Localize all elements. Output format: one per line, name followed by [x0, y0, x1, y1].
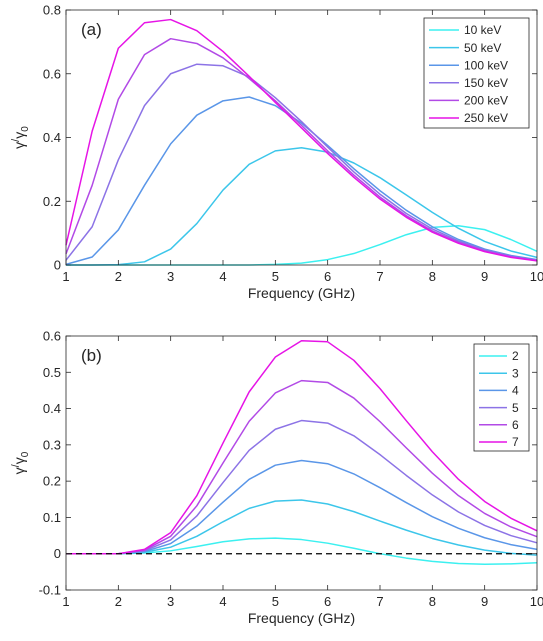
y-axis-label: γ/γ0 [10, 451, 31, 474]
y-tick-label: 0.6 [43, 66, 61, 81]
panel-a: 1 2 3 4 5 6 7 8 9 10 0 0.2 0.4 0.6 0.8 Frequency (GHz) γ… [10, 3, 543, 302]
y-tick-label: 0.3 [43, 437, 61, 452]
series-line-4 [65, 63, 538, 261]
y-axis-label-numerator: γ [11, 142, 27, 149]
y-axis-label-subscript: 0 [20, 451, 31, 457]
y-axis-label-denominator: γ [11, 457, 27, 464]
series-line-6 [65, 18, 538, 262]
y-tick-label: 0.5 [43, 365, 61, 380]
x-tick-label: 10 [530, 594, 543, 609]
series-line-3 [65, 96, 538, 266]
y-axis-label: γ/γ0 [10, 126, 31, 149]
x-tick-label: 8 [429, 269, 436, 284]
y-tick-label: 0.2 [43, 194, 61, 209]
x-tick-label: 3 [167, 594, 174, 609]
x-axis-label: Frequency (GHz) [248, 610, 355, 626]
legend: 10 keV 50 keV 100 keV 150 keV 200 keV 250 keV [423, 17, 530, 129]
legend: 2 3 4 5 6 7 [473, 343, 530, 452]
x-tick-label: 6 [324, 594, 331, 609]
y-axis-label-subscript: 0 [20, 126, 31, 132]
legend-box [423, 17, 530, 129]
x-tick-label: 9 [481, 269, 488, 284]
y-tick-label: 0.4 [43, 130, 61, 145]
y-axis-label-slash: / [10, 138, 22, 142]
legend-box [473, 343, 530, 452]
legend-entry-1: 2 [512, 349, 519, 363]
y-tick-label: 0.8 [43, 3, 61, 18]
y-tick-label: 0.4 [43, 401, 61, 416]
x-tick-label: 7 [376, 269, 383, 284]
y-tick-label: 0.1 [43, 510, 61, 525]
panel-label: (a) [81, 20, 102, 39]
x-tick-label: 1 [62, 594, 69, 609]
x-tick-label: 10 [530, 269, 543, 284]
legend-entry-2: 50 keV [464, 41, 501, 55]
y-tick-label: -0.1 [39, 583, 61, 598]
panel-b: 1 2 3 4 5 6 7 8 9 10 -0.1 0 0.1 0.2 0.3 0.4 0.5 0.6 Freque… [10, 329, 543, 627]
x-tick-label: 5 [272, 594, 279, 609]
y-axis-label-denominator: γ [11, 132, 27, 139]
y-tick-label: 0 [54, 258, 61, 273]
legend-entry-1: 10 keV [464, 23, 501, 37]
series-line-2 [66, 499, 538, 556]
x-tick-label: 1 [62, 269, 69, 284]
series-line-2 [66, 146, 538, 266]
series-line-4 [66, 419, 538, 555]
series-line-6 [66, 339, 538, 555]
legend-entry-2: 3 [512, 366, 519, 380]
legend-entry-6: 7 [512, 435, 519, 449]
legend-entry-3: 100 keV [464, 58, 508, 72]
y-tick-label: 0.6 [43, 329, 61, 344]
x-tick-label: 8 [429, 594, 436, 609]
legend-entry-5: 6 [512, 418, 519, 432]
x-tick-label: 3 [167, 269, 174, 284]
y-axis-label-numerator: γ [11, 467, 27, 474]
legend-entry-6: 250 keV [464, 111, 508, 125]
x-tick-label: 9 [481, 594, 488, 609]
legend-entry-5: 200 keV [464, 94, 508, 108]
y-tick-label: 0 [54, 546, 61, 561]
series-line-5 [66, 379, 538, 555]
legend-entry-3: 4 [512, 384, 519, 398]
x-tick-label: 4 [219, 594, 226, 609]
legend-entry-4: 150 keV [464, 76, 508, 90]
x-tick-label: 5 [272, 269, 279, 284]
x-tick-label: 7 [376, 594, 383, 609]
series-line-5 [65, 37, 538, 262]
panel-label: (b) [81, 346, 102, 365]
plot-area-frame [65, 335, 538, 591]
y-tick-label: 0.2 [43, 474, 61, 489]
x-axis-label: Frequency (GHz) [248, 285, 355, 301]
x-tick-label: 2 [115, 269, 122, 284]
legend-entry-4: 5 [512, 401, 519, 415]
y-axis-label-slash: / [10, 463, 22, 467]
x-tick-label: 4 [219, 269, 226, 284]
x-tick-label: 6 [324, 269, 331, 284]
x-tick-label: 2 [115, 594, 122, 609]
